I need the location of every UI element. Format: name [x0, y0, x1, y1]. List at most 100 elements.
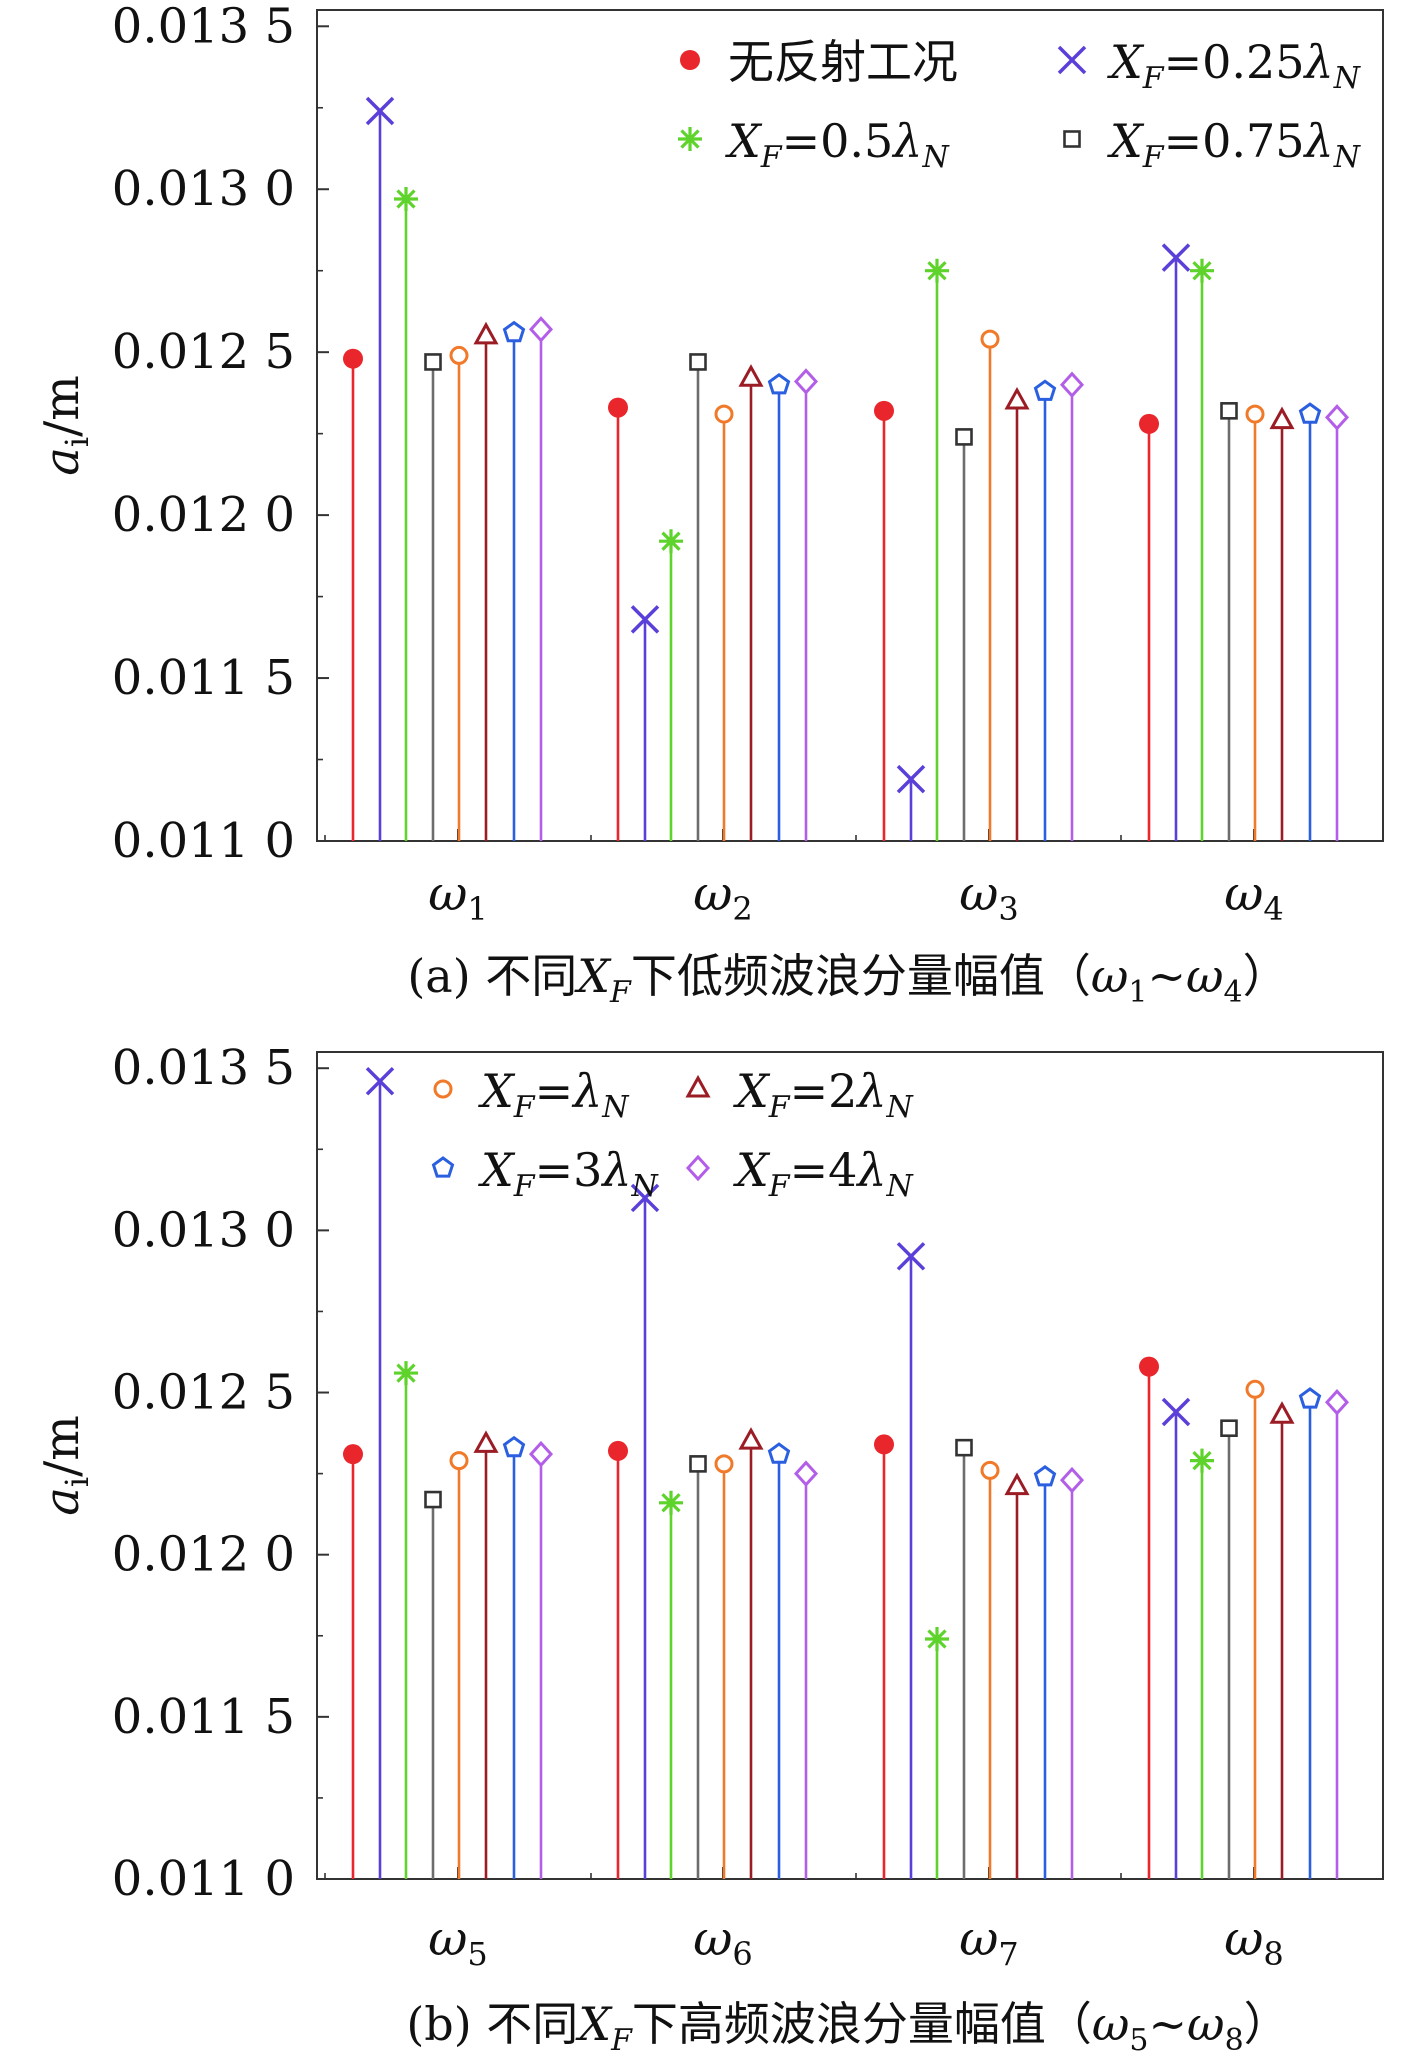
point-xf_1	[980, 1460, 1000, 1480]
legend-item-xf_4: XF=4λN	[685, 1143, 915, 1204]
point-xf_1	[714, 1454, 734, 1474]
point-no_reflection	[343, 348, 363, 369]
y-tick-label: 0.013 0	[112, 1202, 295, 1258]
point-xf_025	[896, 1242, 926, 1271]
legend-marker-xf_025	[1057, 45, 1087, 75]
point-xf_1	[1245, 1379, 1265, 1399]
point-xf_4	[528, 316, 554, 343]
legend-marker-xf_05	[678, 127, 702, 151]
legend-marker-xf_1	[433, 1079, 453, 1099]
legend-marker-no_reflection	[680, 50, 700, 70]
legend-item-xf_3: XF=3λN	[431, 1143, 660, 1204]
point-no_reflection	[874, 1434, 894, 1455]
y-axis-label: ai/m	[34, 1415, 96, 1516]
point-xf_2	[1004, 386, 1030, 410]
point-xf_075	[424, 353, 442, 371]
point-xf_075	[424, 1490, 442, 1509]
legend-label: XF=0.5λN	[725, 114, 950, 175]
point-xf_4	[793, 368, 819, 395]
plot-frame	[316, 9, 1384, 842]
point-xf_3	[1298, 402, 1322, 424]
point-xf_1	[980, 329, 1000, 349]
y-tick-label: 0.011 5	[112, 650, 295, 706]
legend-marker-xf_075	[1063, 130, 1081, 148]
legend-marker-xf_4	[685, 1154, 711, 1182]
point-xf_1	[1245, 404, 1265, 424]
point-xf_2	[1004, 1472, 1030, 1496]
point-xf_3	[767, 372, 791, 395]
point-xf_05	[659, 1490, 683, 1515]
y-tick-label: 0.013 0	[112, 161, 295, 217]
point-xf_025	[1161, 1397, 1191, 1427]
point-xf_05	[1190, 258, 1214, 283]
legend-marker-xf_2	[685, 1074, 711, 1098]
x-tick-label: ω5	[428, 1911, 488, 1973]
point-xf_05	[925, 1627, 949, 1652]
legend-item-xf_2: XF=2λN	[685, 1064, 915, 1125]
legend-label: 无反射工况	[728, 35, 958, 89]
point-xf_05	[659, 529, 683, 554]
point-xf_1	[449, 1451, 469, 1471]
point-xf_075	[1220, 1419, 1238, 1438]
point-no_reflection	[1139, 413, 1159, 434]
point-xf_4	[1324, 1389, 1350, 1416]
legend-label: XF=0.75λN	[1107, 114, 1362, 175]
point-xf_4	[1059, 1466, 1085, 1494]
panel-a-chart: 0.011 0 0.011 5 0.012 0 0.012 5 0.013 0 0.013…	[34, 0, 1384, 1010]
point-xf_05	[394, 1361, 418, 1386]
point-xf_05	[925, 258, 949, 283]
legend-label: XF=3λN	[478, 1143, 660, 1204]
point-xf_3	[767, 1442, 791, 1464]
legend-label: XF=4λN	[733, 1143, 915, 1204]
legend-label: XF=λN	[478, 1064, 630, 1125]
point-xf_3	[1033, 1465, 1057, 1487]
point-xf_075	[1220, 402, 1238, 420]
point-no_reflection	[608, 397, 628, 418]
point-xf_4	[1059, 371, 1085, 398]
point-xf_075	[689, 353, 707, 371]
plot-frame	[316, 1051, 1384, 1880]
point-xf_075	[689, 1455, 707, 1473]
point-xf_4	[1324, 404, 1350, 431]
legend-label: XF=0.25λN	[1107, 35, 1362, 96]
point-xf_3	[502, 320, 526, 343]
x-tick-label: ω6	[693, 1911, 753, 1973]
y-tick-label: 0.012 5	[112, 1365, 295, 1421]
point-xf_05	[1190, 1448, 1214, 1473]
point-xf_025	[896, 764, 926, 794]
point-no_reflection	[343, 1444, 363, 1465]
y-axis-label: ai/m	[34, 375, 96, 476]
point-xf_3	[502, 1435, 526, 1458]
legend-item-xf_05: XF=0.5λN	[678, 114, 950, 175]
legend-label: XF=2λN	[733, 1064, 915, 1125]
x-tick-label: ω7	[959, 1911, 1019, 1973]
x-tick-label: ω2	[693, 866, 753, 928]
point-xf_2	[473, 1430, 499, 1453]
point-xf_1	[714, 404, 734, 424]
point-xf_3	[1298, 1387, 1322, 1409]
point-xf_3	[1033, 379, 1057, 401]
x-tick-label: ω8	[1224, 1911, 1284, 1973]
point-xf_2	[473, 321, 499, 345]
point-xf_025	[1161, 243, 1191, 272]
point-xf_05	[394, 187, 418, 212]
y-tick-label: 0.013 5	[112, 0, 295, 54]
y-tick-label: 0.012 0	[112, 487, 295, 543]
point-xf_075	[955, 428, 973, 446]
legend-item-xf_025: XF=0.25λN	[1057, 35, 1362, 96]
y-tick-label: 0.012 0	[112, 1527, 295, 1583]
point-xf_2	[1269, 1401, 1295, 1424]
point-xf_025	[630, 605, 660, 634]
point-xf_1	[449, 345, 469, 365]
y-tick-label: 0.011 0	[112, 1851, 295, 1907]
point-xf_025	[365, 96, 395, 126]
legend-item-no_reflection: 无反射工况	[680, 35, 958, 89]
point-xf_025	[630, 1183, 660, 1213]
x-tick-label: ω1	[428, 866, 488, 928]
panel-caption: (b) 不同XF下高频波浪分量幅值（ω5~ω8）	[406, 1997, 1289, 2058]
legend-item-xf_1: XF=λN	[433, 1064, 630, 1125]
point-xf_4	[528, 1440, 554, 1468]
y-tick-label: 0.011 0	[112, 813, 295, 869]
y-tick-label: 0.012 5	[112, 324, 295, 380]
